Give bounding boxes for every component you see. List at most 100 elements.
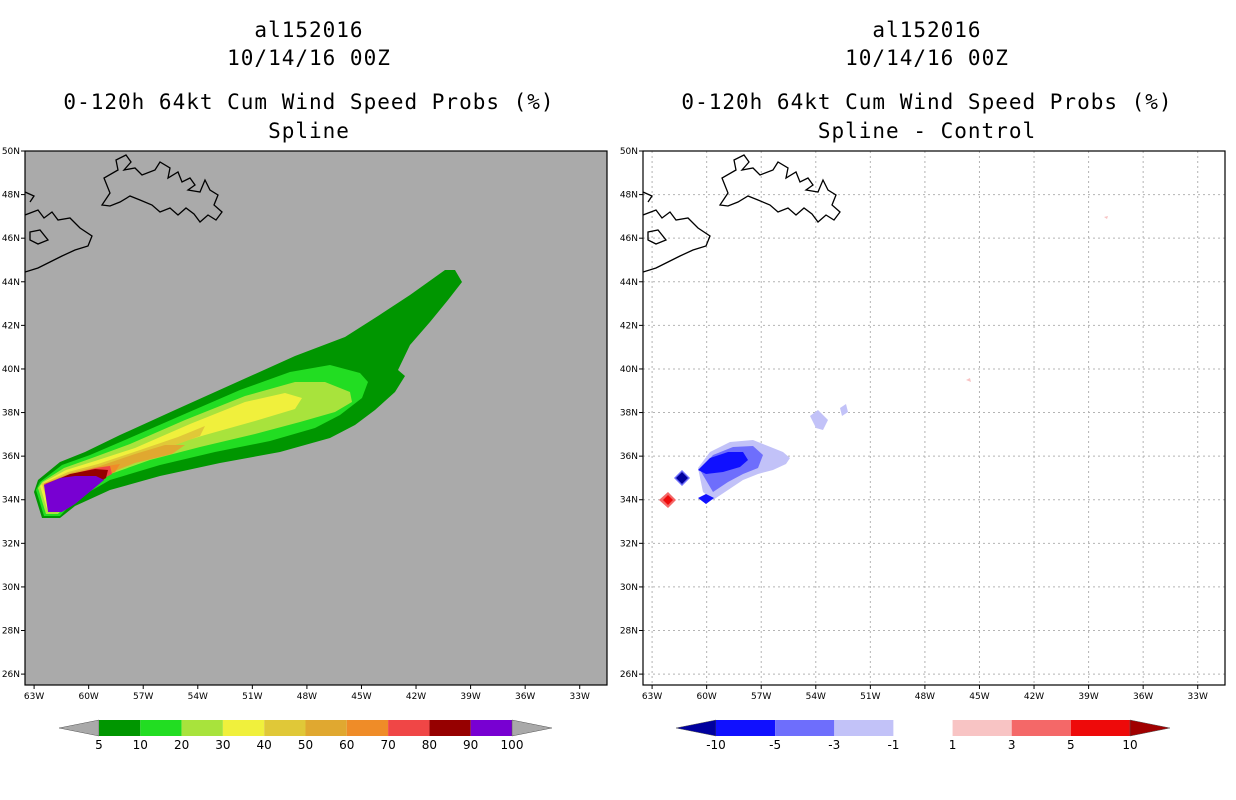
lon-label: 39W [1078, 692, 1098, 702]
lon-label: 60W [696, 692, 716, 702]
lon-label: 57W [751, 692, 771, 702]
colorbar-label: 80 [422, 738, 437, 752]
lon-labels: 63W 60W 57W 54W 51W 48W 45W 42W 39W 36W 33W [642, 685, 1208, 702]
product-title: 0-120h 64kt Cum Wind Speed Probs (%) [681, 90, 1173, 114]
lat-label: 36N [620, 452, 638, 462]
lon-label: 45W [351, 692, 371, 702]
colorbar-label: 100 [501, 738, 524, 752]
lon-label: 45W [969, 692, 989, 702]
colorbar-label: -3 [828, 738, 840, 752]
lat-label: 30N [620, 583, 638, 593]
lat-label: 42N [2, 321, 20, 331]
colorbar-segment [99, 720, 141, 736]
lon-label: 51W [242, 692, 262, 702]
lon-label: 33W [570, 692, 590, 702]
colorbar-segment [1070, 720, 1130, 736]
right-map-panel: al152016 10/14/16 00Z 0-120h 64kt Cum Wi… [618, 0, 1236, 800]
lon-label: 36W [1133, 692, 1153, 702]
colorbar-high-arrow [1129, 719, 1171, 737]
colorbar-label: -1 [887, 738, 899, 752]
lon-label: 63W [24, 692, 44, 702]
lon-label: 42W [406, 692, 426, 702]
lat-label: 44N [2, 278, 20, 288]
subtitle: Spline - Control [817, 119, 1037, 143]
lat-label: 48N [620, 191, 638, 201]
colorbar-segment [429, 720, 471, 736]
difference-contours [659, 216, 1108, 508]
left-map-svg: 50N48N46N44N42N40N38N36N34N32N30N28N26N … [2, 147, 608, 752]
storm-id-title: al152016 [872, 18, 982, 42]
lat-label: 50N [620, 147, 638, 157]
lat-label: 36N [2, 452, 20, 462]
lat-label: 42N [620, 321, 638, 331]
colorbar-label: 60 [339, 738, 354, 752]
left-map-panel: al152016 10/14/16 00Z 0-120h 64kt Cum Wi… [2, 18, 608, 752]
colorbar-low-arrow [675, 719, 717, 737]
lat-label: 44N [620, 278, 638, 288]
colorbar-label: 3 [1008, 738, 1016, 752]
datetime-title: 10/14/16 00Z [227, 46, 391, 70]
lat-label: 50N [2, 147, 20, 157]
lat-labels: 50N 48N 46N 44N 42N 40N 38N 36N 34N 32N 30N 28N 26N [2, 147, 25, 680]
colorbar-label: -10 [706, 738, 726, 752]
lon-label: 57W [133, 692, 153, 702]
lat-label: 48N [2, 191, 20, 201]
lat-labels: 50N 48N 46N 44N 42N 40N 38N 36N 34N 32N 30N 28N 26N [620, 147, 643, 680]
colorbar-segment [775, 720, 835, 736]
subtitle: Spline [268, 119, 350, 143]
lat-label: 34N [620, 496, 638, 506]
product-title: 0-120h 64kt Cum Wind Speed Probs (%) [63, 90, 555, 114]
colorbar-label: 30 [215, 738, 230, 752]
colorbar-segment [305, 720, 347, 736]
lon-label: 54W [188, 692, 208, 702]
lon-label: 51W [860, 692, 880, 702]
probability-contours [34, 270, 462, 518]
lon-label: 54W [806, 692, 826, 702]
lon-label: 42W [1024, 692, 1044, 702]
colorbar-label: -5 [769, 738, 781, 752]
lat-label: 28N [620, 627, 638, 637]
lon-label: 33W [1188, 692, 1208, 702]
colorbar-label: 20 [174, 738, 189, 752]
lat-label: 32N [2, 539, 20, 549]
lon-label: 63W [642, 692, 662, 702]
lat-label: 46N [620, 234, 638, 244]
lat-label: 26N [2, 670, 20, 680]
colorbar-label: 5 [1067, 738, 1075, 752]
colorbar-segment [716, 720, 776, 736]
colorbar-label: 40 [257, 738, 272, 752]
coastline [643, 154, 841, 273]
colorbar-label: 70 [380, 738, 395, 752]
colorbar-label: 10 [1122, 738, 1137, 752]
colorbar-high-arrow [511, 719, 553, 737]
lat-label: 26N [620, 670, 638, 680]
storm-id-title: al152016 [254, 18, 364, 42]
colorbar-label: 5 [95, 738, 103, 752]
lat-label: 30N [2, 583, 20, 593]
lon-labels: 63W 60W 57W 54W 51W 48W 45W 42W 39W 36W 33W [24, 685, 590, 702]
colorbar: -10 -5 -3 -1 1 3 5 10 [675, 719, 1171, 752]
coastline [25, 154, 223, 273]
lon-label: 36W [515, 692, 535, 702]
lat-label: 40N [2, 365, 20, 375]
lat-label: 38N [2, 409, 20, 419]
colorbar-label: 1 [949, 738, 957, 752]
map-gridlines [643, 150, 1225, 685]
colorbar-segment [952, 720, 1012, 736]
lat-label: 32N [620, 539, 638, 549]
colorbar-segment [140, 720, 182, 736]
lon-label: 60W [78, 692, 98, 702]
colorbar-segment [222, 720, 265, 736]
colorbar-label: 10 [133, 738, 148, 752]
lat-label: 28N [2, 627, 20, 637]
lat-label: 38N [620, 409, 638, 419]
colorbar-segment [388, 720, 430, 736]
colorbar-label: 50 [298, 738, 313, 752]
colorbar-segment [346, 720, 389, 736]
colorbar-segment [893, 720, 953, 736]
colorbar-segment [470, 720, 512, 736]
datetime-title: 10/14/16 00Z [845, 46, 1009, 70]
colorbar-label: 90 [463, 738, 478, 752]
lat-label: 46N [2, 234, 20, 244]
lon-label: 39W [460, 692, 480, 702]
